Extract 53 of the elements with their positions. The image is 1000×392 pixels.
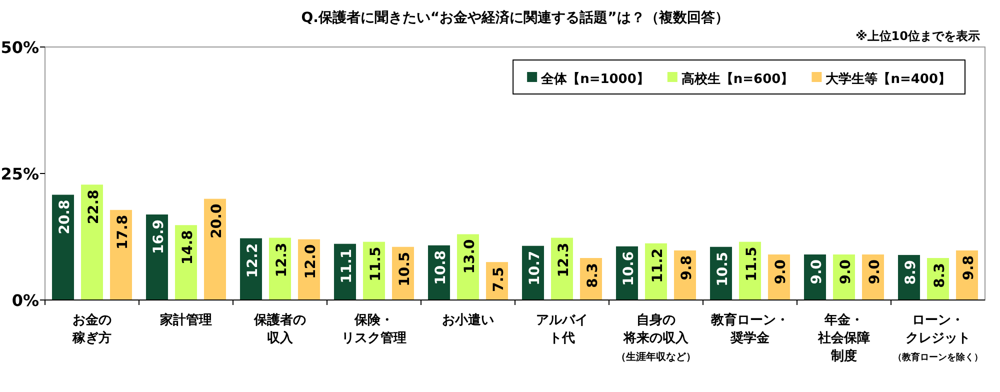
y-tick-label: 50% xyxy=(0,38,39,57)
data-label: 11.5 xyxy=(744,246,760,282)
bar xyxy=(52,194,74,300)
chart-title: Q.保護者に聞きたい“お金や経済に関連する話題”は？（複数回答） xyxy=(301,9,729,26)
legend-label: 全体【n=1000】 xyxy=(540,71,650,87)
data-label: 8.3 xyxy=(585,263,601,288)
data-label: 8.9 xyxy=(903,260,919,285)
legend-label: 高校生【n=600】 xyxy=(681,71,794,87)
data-label: 20.0 xyxy=(209,204,225,238)
x-tick-label: 家計管理 xyxy=(159,312,212,328)
data-label: 16.9 xyxy=(151,219,167,254)
x-tick-label: アルバイト代 xyxy=(536,313,588,346)
data-label: 10.7 xyxy=(527,250,543,286)
x-tick-label: お小遣い xyxy=(442,313,494,328)
bar xyxy=(110,210,132,300)
x-tick-label: 保護者の収入 xyxy=(253,312,306,346)
data-label: 20.8 xyxy=(57,200,73,234)
data-label: 12.3 xyxy=(274,242,290,278)
data-label: 9.0 xyxy=(838,259,854,284)
x-tick-label: お金の稼ぎ方 xyxy=(72,313,112,346)
text: ※上位10位までを表示 xyxy=(856,29,980,43)
bar xyxy=(146,214,168,300)
data-label: 7.5 xyxy=(491,267,507,292)
data-label: 12.0 xyxy=(303,244,319,279)
x-tick-label: 自身の将来の収入（生涯年収など） xyxy=(616,313,696,363)
data-label: 10.6 xyxy=(621,251,637,286)
bar xyxy=(81,184,103,300)
data-label: 9.0 xyxy=(867,259,883,284)
data-label: 9.8 xyxy=(961,255,977,280)
data-label: 11.2 xyxy=(650,248,666,283)
data-label: 17.8 xyxy=(115,214,131,250)
data-label: 10.5 xyxy=(397,252,413,286)
y-tick-label: 25% xyxy=(0,164,39,184)
data-label: 8.3 xyxy=(932,263,948,288)
data-label: 10.8 xyxy=(433,250,449,285)
data-label: 9.0 xyxy=(809,259,825,284)
bar xyxy=(204,198,226,300)
legend-label: 大学生等【n=400】 xyxy=(826,71,951,87)
x-tick-label: 保険・リスク管理 xyxy=(342,313,406,346)
x-tick-label: 年金・社会保障制度 xyxy=(817,313,870,364)
data-label: 14.8 xyxy=(180,230,196,265)
data-label: 22.8 xyxy=(86,190,102,224)
data-label: 13.0 xyxy=(462,238,478,274)
y-tick-label: 0% xyxy=(12,291,39,310)
data-label: 9.0 xyxy=(773,259,789,284)
x-tick-label: 教育ローン・奨学金 xyxy=(710,312,789,346)
data-label: 12.2 xyxy=(245,243,261,278)
data-label: 12.3 xyxy=(556,242,572,278)
x-tick-label: ローン・クレジット（教育ローンを除く） xyxy=(893,313,983,363)
data-label: 9.8 xyxy=(679,255,695,280)
data-label: 11.5 xyxy=(368,246,384,282)
data-label: 10.5 xyxy=(715,252,731,286)
data-label: 11.1 xyxy=(339,248,355,284)
